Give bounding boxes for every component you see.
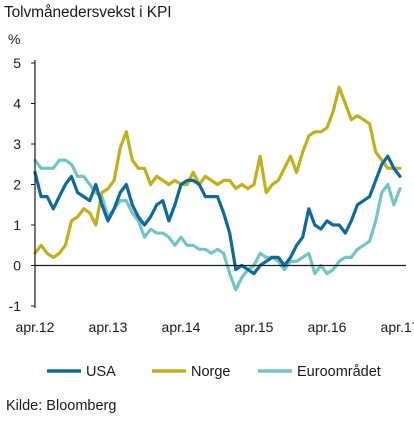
y-tick-label: 1 bbox=[13, 217, 21, 233]
series-line-euroomr-det bbox=[33, 158, 402, 292]
legend-label: Norge bbox=[191, 364, 231, 380]
series-line-usa bbox=[33, 154, 402, 276]
chart-legend: USA Norge Euroområdet bbox=[47, 364, 381, 380]
y-tick-label: 3 bbox=[13, 136, 21, 152]
y-tick-label: 4 bbox=[13, 96, 21, 112]
x-tick-label: apr.16 bbox=[308, 319, 347, 335]
y-axis-unit-label: % bbox=[8, 31, 21, 47]
legend-label: Euroområdet bbox=[297, 364, 381, 380]
source-note: Kilde: Bloomberg bbox=[6, 398, 117, 414]
y-tick-label: -1 bbox=[9, 298, 22, 314]
x-tick-label: apr.13 bbox=[89, 319, 128, 335]
y-axis-ticks: -1 0 1 2 3 4 5 bbox=[9, 55, 35, 314]
x-tick-label: apr.17 bbox=[381, 319, 414, 335]
x-tick-label: apr.12 bbox=[16, 319, 55, 335]
x-tick-label: apr.15 bbox=[235, 319, 274, 335]
y-tick-label: 2 bbox=[13, 177, 21, 193]
x-axis-ticks: apr.12 apr.13 apr.14 apr.15 apr.16 apr.17 bbox=[16, 319, 414, 335]
series-lines bbox=[33, 85, 402, 292]
y-tick-label: 0 bbox=[13, 258, 21, 274]
y-tick-label: 5 bbox=[13, 55, 21, 71]
chart-title: Tolvmånedersvekst i KPI bbox=[4, 4, 172, 21]
legend-label: USA bbox=[86, 364, 116, 380]
series-line-norge bbox=[33, 85, 402, 259]
x-tick-label: apr.14 bbox=[162, 319, 201, 335]
